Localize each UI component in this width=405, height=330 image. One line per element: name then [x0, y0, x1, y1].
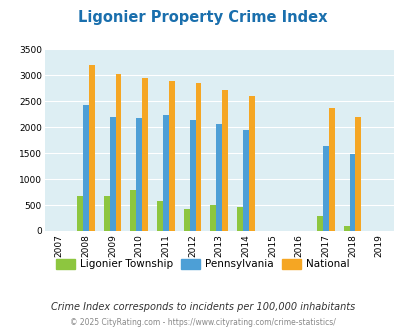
Bar	[222, 90, 228, 231]
Bar	[343, 226, 349, 231]
Bar	[237, 207, 242, 231]
Bar	[162, 115, 168, 231]
Bar	[115, 74, 121, 231]
Legend: Ligonier Township, Pennsylvania, National: Ligonier Township, Pennsylvania, Nationa…	[52, 255, 353, 274]
Bar	[216, 124, 222, 231]
Bar	[168, 81, 174, 231]
Bar	[104, 196, 109, 231]
Bar	[328, 108, 334, 231]
Bar	[210, 205, 216, 231]
Bar	[195, 83, 201, 231]
Bar	[136, 118, 142, 231]
Bar	[242, 130, 248, 231]
Bar	[157, 201, 162, 231]
Bar	[189, 119, 195, 231]
Bar	[248, 96, 254, 231]
Bar	[142, 78, 148, 231]
Bar	[130, 190, 136, 231]
Bar	[89, 65, 94, 231]
Bar	[349, 154, 354, 231]
Text: Crime Index corresponds to incidents per 100,000 inhabitants: Crime Index corresponds to incidents per…	[51, 302, 354, 312]
Bar	[109, 117, 115, 231]
Bar	[183, 209, 189, 231]
Text: Ligonier Property Crime Index: Ligonier Property Crime Index	[78, 10, 327, 25]
Bar	[77, 196, 83, 231]
Bar	[83, 105, 89, 231]
Bar	[316, 216, 322, 231]
Bar	[354, 117, 360, 231]
Bar	[322, 147, 328, 231]
Text: © 2025 CityRating.com - https://www.cityrating.com/crime-statistics/: © 2025 CityRating.com - https://www.city…	[70, 318, 335, 327]
